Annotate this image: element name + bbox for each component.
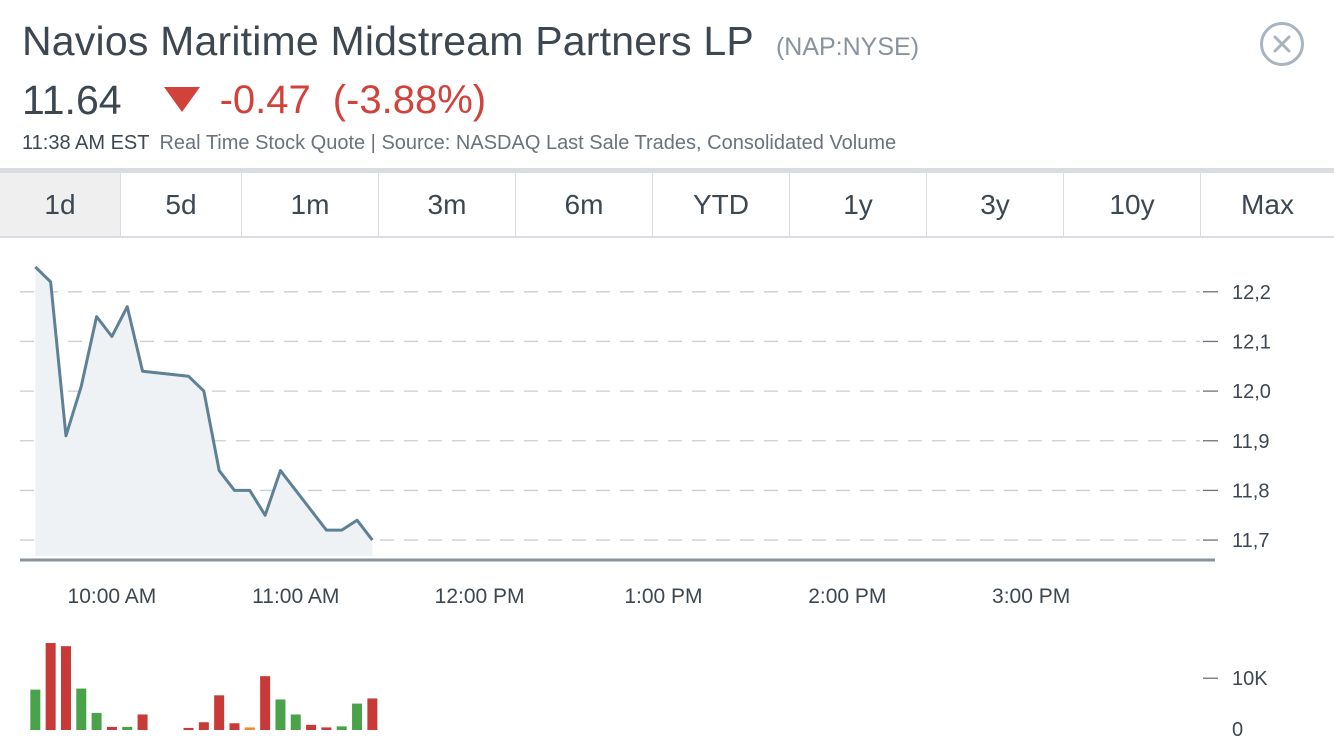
volume-bar	[137, 714, 148, 730]
volume-tick-label: 0	[1232, 719, 1243, 741]
tab-6m[interactable]: 6m	[516, 173, 653, 236]
x-tick-label: 10:00 AM	[68, 585, 157, 608]
price-area	[35, 266, 373, 556]
tab-ytd[interactable]: YTD	[653, 173, 790, 236]
price-change-percent: (-3.88%)	[332, 77, 487, 122]
volume-bar	[106, 726, 117, 730]
volume-bar	[60, 646, 71, 730]
volume-bar	[183, 727, 194, 730]
price-row: 11.64 -0.47 (-3.88%)	[22, 74, 1334, 126]
tab-1y[interactable]: 1y	[790, 173, 927, 236]
company-name: Navios Maritime Midstream Partners LP	[22, 18, 754, 64]
volume-bar	[336, 726, 347, 730]
close-circle-icon	[1273, 35, 1291, 53]
volume-bar	[260, 676, 271, 730]
price-change: -0.47	[219, 77, 311, 122]
close-button[interactable]	[1260, 22, 1304, 66]
volume-bar	[91, 712, 102, 730]
x-tick-label: 1:00 PM	[624, 585, 702, 608]
volume-bar	[214, 695, 225, 730]
volume-bar	[244, 727, 255, 730]
tab-max[interactable]: Max	[1241, 188, 1294, 220]
tab-5d[interactable]: 5d	[121, 173, 242, 236]
volume-bar	[290, 714, 301, 730]
y-tick-label: 12,2	[1232, 282, 1271, 304]
x-tick-label: 2:00 PM	[808, 585, 886, 608]
quote-time: 11:38 AM EST	[22, 132, 150, 154]
volume-bar	[76, 688, 87, 730]
tab-1d[interactable]: 1d	[0, 173, 121, 236]
volume-bar	[229, 723, 240, 730]
y-tick-label: 12,0	[1232, 381, 1271, 403]
x-tick-label: 3:00 PM	[992, 585, 1070, 608]
y-tick-label: 12,1	[1232, 331, 1271, 353]
tab-3y[interactable]: 3y	[927, 173, 1064, 236]
y-tick-label: 11,8	[1232, 480, 1269, 502]
x-tick-label: 11:00 AM	[252, 585, 339, 608]
x-tick-label: 12:00 PM	[435, 585, 525, 608]
volume-bar	[321, 727, 332, 730]
volume-bar	[275, 699, 286, 730]
ticker-symbol: (NAP:NYSE)	[775, 33, 920, 61]
volume-bar	[122, 726, 133, 730]
volume-bar	[198, 722, 209, 730]
volume-bar	[45, 643, 56, 730]
y-tick-label: 11,7	[1232, 530, 1269, 552]
volume-bar	[306, 724, 317, 730]
y-tick-label: 11,9	[1232, 431, 1269, 453]
tab-1m[interactable]: 1m	[242, 173, 379, 236]
stock-chart: 12,2 12,1 12,0 11,9 11,8 11,7 10:00 AM 11:00 AM…	[20, 265, 1271, 741]
volume-bar	[30, 689, 41, 730]
quote-meta: 11:38 AM EST Real Time Stock Quote | Sour…	[22, 132, 1334, 155]
quote-header: Navios Maritime Midstream Partners LP (N…	[22, 18, 1334, 155]
tab-10y[interactable]: 10y	[1064, 173, 1201, 236]
tab-3m[interactable]: 3m	[379, 173, 516, 236]
down-arrow-icon	[163, 87, 200, 113]
last-price: 11.64	[22, 76, 122, 123]
quote-source: Real Time Stock Quote | Source: NASDAQ L…	[159, 132, 897, 154]
volume-bar	[367, 698, 378, 730]
title-row: Navios Maritime Midstream Partners LP (N…	[22, 18, 1334, 76]
price-line	[34, 265, 374, 541]
volume-tick-label: 10K	[1232, 668, 1268, 690]
volume-bar	[352, 703, 363, 730]
range-tabs: 1d 5d 1m 3m 6m YTD 1y 3y 10y Max	[0, 168, 1334, 238]
